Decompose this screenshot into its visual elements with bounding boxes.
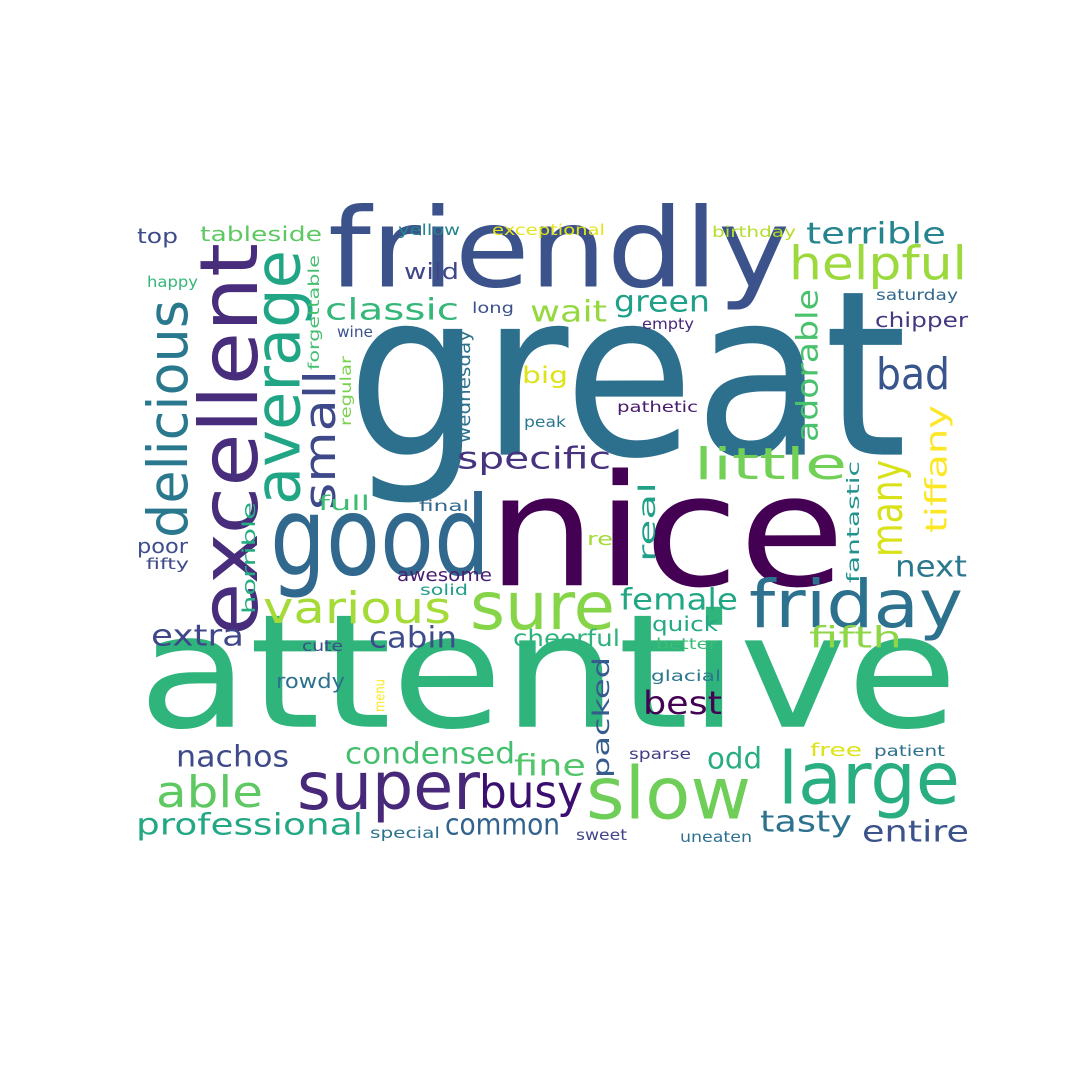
word-real: real xyxy=(635,482,661,562)
word-helpful: helpful xyxy=(789,236,967,290)
word-sweet: sweet xyxy=(576,826,627,844)
word-empty: empty xyxy=(642,315,694,333)
word-excellent: excellent xyxy=(183,243,276,636)
word-full: full xyxy=(318,491,370,515)
word-final: final xyxy=(419,497,469,515)
word-adorable: adorable xyxy=(791,289,825,442)
word-cheerful: cheerful xyxy=(513,626,620,652)
word-solid: solid xyxy=(420,581,468,599)
word-pathetic: pathetic xyxy=(617,398,698,416)
word-saturday: saturday xyxy=(876,286,958,304)
word-friendly: friendly xyxy=(328,185,790,313)
word-birthday: birthday xyxy=(712,223,796,241)
word-wait: wait xyxy=(530,295,607,329)
word-many: many xyxy=(862,460,913,557)
word-sparse: sparse xyxy=(629,745,691,763)
word-next: next xyxy=(895,550,967,584)
word-slow: slow xyxy=(586,752,751,836)
word-tasty: tasty xyxy=(760,805,852,839)
word-attentive: attentive xyxy=(138,581,958,765)
word-super: super xyxy=(297,748,481,825)
word-various: various xyxy=(263,583,451,634)
word-forgettable: forgettable xyxy=(305,255,323,370)
word-small: small xyxy=(295,370,346,510)
word-better: better xyxy=(656,635,718,653)
word-specific: specific xyxy=(457,442,611,477)
word-tableside: tableside xyxy=(200,222,322,246)
word-cute: cute xyxy=(302,637,343,655)
word-common: common xyxy=(445,808,560,842)
word-quick: quick xyxy=(652,612,719,636)
word-happy: happy xyxy=(147,273,198,291)
word-patient: patient xyxy=(874,742,945,760)
word-uneaten: uneaten xyxy=(680,828,752,846)
word-professional: professional xyxy=(136,808,363,842)
word-best: best xyxy=(643,684,722,722)
word-female: female xyxy=(620,583,738,617)
word-average: average xyxy=(241,250,314,505)
word-good: good xyxy=(270,473,490,601)
word-odd: odd xyxy=(707,742,762,776)
word-exceptional: exceptional xyxy=(492,221,605,239)
word-great: great xyxy=(347,243,907,510)
word-extra: extra xyxy=(151,619,244,653)
word-regular: regular xyxy=(337,355,355,426)
word-classic: classic xyxy=(325,293,459,327)
word-sure: sure xyxy=(470,568,615,645)
word-green: green xyxy=(614,285,710,319)
word-friday: friday xyxy=(749,566,963,643)
word-horrible: horrible xyxy=(239,502,260,614)
word-cabin: cabin xyxy=(369,621,457,655)
word-menu: menu xyxy=(373,679,389,712)
word-yellow: yellow xyxy=(398,221,460,239)
word-poor: poor xyxy=(137,534,189,558)
word-packed: packed xyxy=(589,657,615,778)
word-little: little xyxy=(694,439,847,490)
word-wine: wine xyxy=(337,323,373,341)
word-fine: fine xyxy=(514,749,586,783)
word-terrible: terrible xyxy=(806,217,946,251)
word-tiffany: tiffany xyxy=(920,405,954,533)
word-special: special xyxy=(370,824,440,842)
word-chipper: chipper xyxy=(875,308,969,332)
word-delicious: delicious xyxy=(136,300,200,538)
word-long: long xyxy=(472,299,514,317)
word-fantastic: fantastic xyxy=(844,461,864,583)
word-condensed: condensed xyxy=(345,737,515,771)
word-bad: bad xyxy=(876,349,950,400)
word-busy: busy xyxy=(479,766,583,819)
word-nice: nice xyxy=(487,441,845,622)
word-awesome: awesome xyxy=(397,565,492,586)
word-wild: wild xyxy=(404,260,459,285)
word-peak: peak xyxy=(524,413,566,431)
word-top: top xyxy=(137,224,178,248)
word-glacial: glacial xyxy=(651,667,721,685)
word-big: big xyxy=(522,363,568,389)
word-free: free xyxy=(810,740,862,761)
word-nachos: nachos xyxy=(176,740,289,774)
word-re: re xyxy=(587,529,613,550)
word-fifth: fifth xyxy=(809,621,902,655)
word-fifty: fifty xyxy=(146,555,189,573)
word-wednesday: wednesday xyxy=(454,330,475,443)
word-rowdy: rowdy xyxy=(276,669,345,693)
word-able: able xyxy=(156,767,263,818)
word-large: large xyxy=(778,737,960,821)
word-entire: entire xyxy=(862,815,969,849)
